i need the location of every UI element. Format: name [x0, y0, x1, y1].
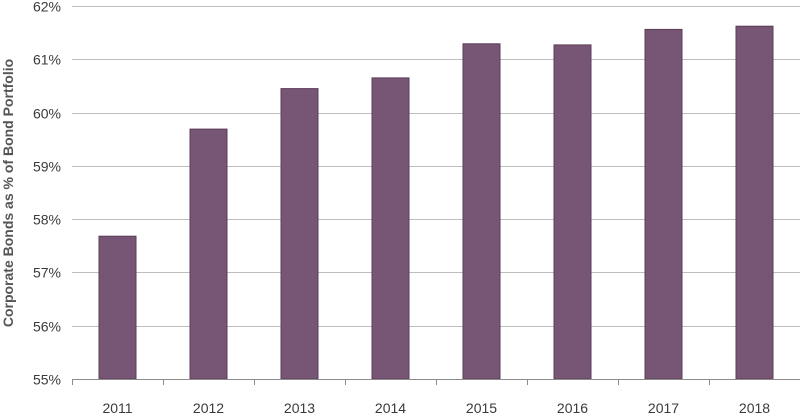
x-tick-label: 2013 [284, 400, 315, 415]
y-axis-title: Corporate Bonds as % of Bond Portfolio [0, 59, 16, 327]
y-tick-label: 60% [33, 106, 61, 122]
x-tick-label: 2014 [375, 400, 406, 415]
x-tick-label: 2017 [648, 400, 679, 415]
y-tick-label: 61% [33, 52, 61, 68]
y-tick-label: 55% [33, 372, 61, 388]
x-tick-label: 2011 [102, 400, 132, 415]
y-tick-label: 58% [33, 212, 61, 228]
x-tick-label: 2018 [739, 400, 770, 415]
bar-2016 [553, 44, 592, 380]
bars [98, 25, 774, 380]
x-tick-label: 2016 [557, 400, 588, 415]
x-tick-label: 2012 [193, 400, 224, 415]
bar-2014 [371, 77, 410, 380]
bar-2011 [98, 235, 137, 380]
y-tick-label: 57% [33, 265, 61, 281]
bar-2018 [735, 25, 774, 380]
x-axis [72, 379, 800, 385]
bar-2013 [280, 88, 319, 380]
bar-2015 [462, 43, 501, 380]
gridlines [72, 6, 800, 327]
x-tick-label: 2015 [466, 400, 497, 415]
y-tick-label: 59% [33, 159, 61, 175]
bar-2017 [644, 28, 683, 380]
x-tick-labels: 2011 2012 2013 2014 2015 2016 2017 2018 [102, 400, 770, 415]
y-tick-label: 62% [33, 0, 61, 15]
bar-2012 [189, 128, 228, 380]
y-tick-labels: 55% 56% 57% 58% 59% 60% 61% 62% [33, 0, 61, 388]
y-tick-label: 56% [33, 319, 61, 335]
